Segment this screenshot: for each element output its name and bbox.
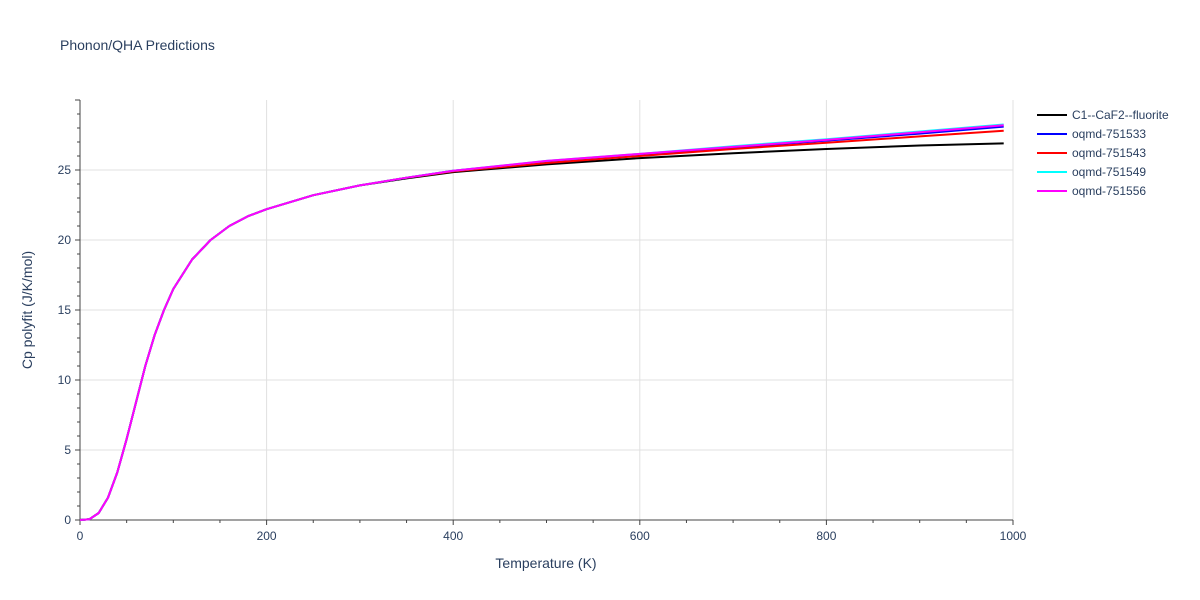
x-axis-title: Temperature (K) (495, 555, 596, 571)
series-line-4 (79, 123, 1004, 521)
y-tick-label: 10 (58, 373, 72, 387)
x-tick-label: 0 (77, 529, 84, 543)
series-line-5 (79, 124, 1004, 521)
plot-area (79, 123, 1004, 521)
y-tick-label: 0 (64, 513, 71, 527)
grid (80, 100, 1014, 520)
legend-label: oqmd-751533 (1072, 127, 1146, 141)
legend-label: oqmd-751556 (1072, 184, 1146, 198)
legend-label: C1--CaF2--fluorite (1072, 108, 1169, 122)
axes: 0 200 400 600 800 1000 0 5 10 15 20 25 (58, 99, 1027, 543)
y-tick-label: 15 (58, 303, 72, 317)
legend: C1--CaF2--fluorite oqmd-751533 oqmd-751543… (1037, 108, 1169, 198)
x-tick-label: 200 (257, 529, 277, 543)
x-tick-label: 800 (816, 529, 836, 543)
x-tick-label: 1000 (1000, 529, 1027, 543)
x-tick-label: 600 (630, 529, 650, 543)
legend-label: oqmd-751543 (1072, 146, 1146, 160)
series-line-3 (79, 129, 1004, 521)
y-axis-title: Cp polyfit (J/K/mol) (19, 251, 35, 369)
y-tick-label: 5 (64, 443, 71, 457)
series-line-1 (79, 142, 1004, 521)
y-tick-label: 20 (58, 233, 72, 247)
series-line-2 (79, 125, 1004, 521)
legend-label: oqmd-751549 (1072, 165, 1146, 179)
y-tick-label: 25 (58, 163, 72, 177)
x-tick-label: 400 (443, 529, 463, 543)
chart-title: Phonon/QHA Predictions (60, 37, 215, 53)
